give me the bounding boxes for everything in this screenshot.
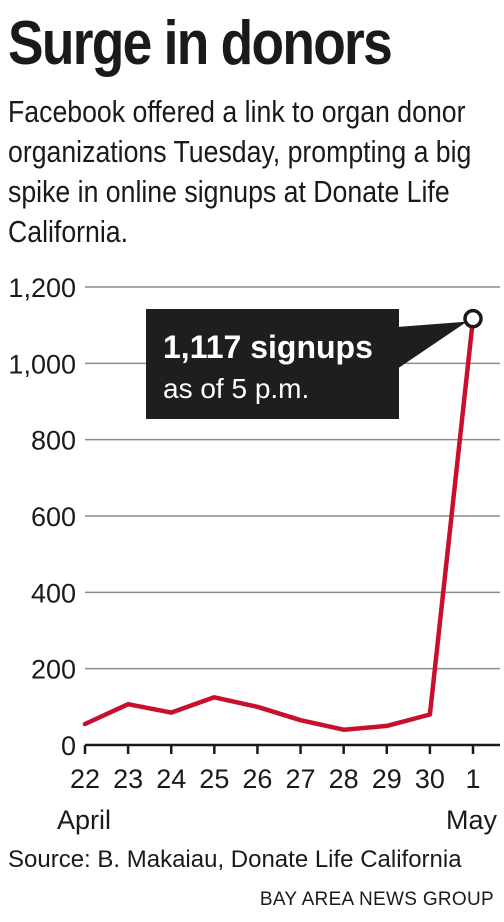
y-tick-label: 800: [31, 426, 76, 456]
x-tick-label: 29: [372, 764, 402, 794]
y-tick-label: 1,000: [8, 349, 76, 379]
y-tick-label: 400: [31, 578, 76, 608]
x-tick-label: 27: [286, 764, 316, 794]
x-tick-label: 30: [415, 764, 445, 794]
series-line: [82, 316, 476, 732]
annotation-box: [146, 309, 399, 419]
data-point-marker: [463, 308, 483, 329]
chart-subtitle: Facebook offered a link to organ donor o…: [8, 94, 472, 249]
annotation-pointer: [397, 321, 467, 369]
x-tick-label: 23: [113, 764, 143, 794]
x-month-label: April: [57, 805, 111, 835]
annotation-line2: as of 5 p.m.: [163, 373, 309, 404]
x-tick-label: 1: [465, 764, 480, 794]
source-note: Source: B. Makaiau, Donate Life Californ…: [8, 846, 462, 873]
publisher-credit: BAY AREA NEWS GROUP: [259, 889, 494, 910]
y-tick-label: 600: [31, 502, 76, 532]
y-tick-label: 200: [31, 655, 76, 685]
x-tick-label: 26: [242, 764, 272, 794]
chart-title: Surge in donors: [8, 9, 393, 78]
x-tick-label: 25: [199, 764, 229, 794]
y-tick-label: 0: [61, 731, 76, 761]
x-tick-label: 24: [156, 764, 186, 794]
y-tick-label: 1,200: [8, 273, 76, 303]
x-month-label: May: [446, 805, 498, 835]
x-tick-label: 28: [329, 764, 359, 794]
annotation-line1: 1,117 signups: [163, 329, 373, 365]
x-tick-label: 22: [70, 764, 100, 794]
